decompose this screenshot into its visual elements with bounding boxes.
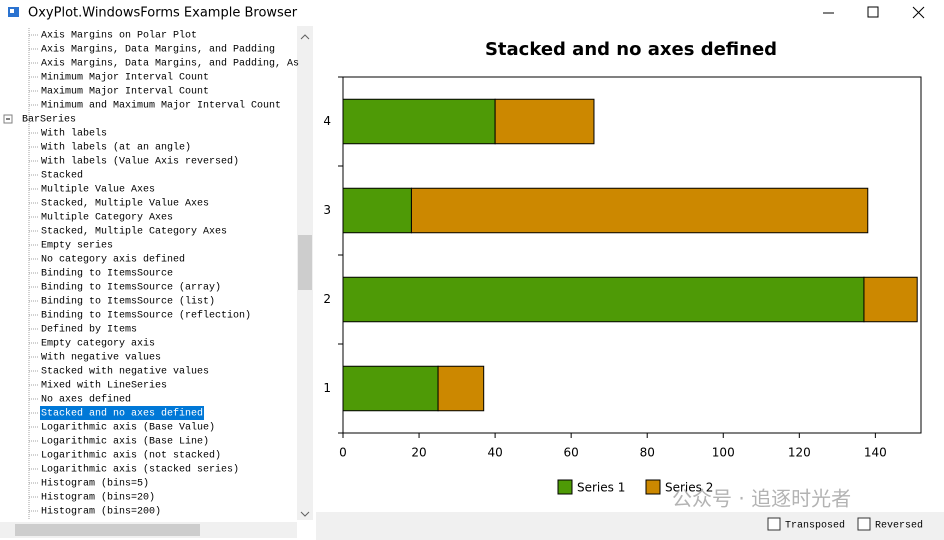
tree-item[interactable]: Defined by Items: [41, 324, 137, 336]
bar-segment: [342, 187, 412, 234]
tree-item[interactable]: Logarithmic axis (not stacked): [41, 450, 221, 462]
scroll-up[interactable]: [300, 34, 310, 40]
y-tick-label: 3: [323, 203, 331, 217]
tree-item[interactable]: Binding to ItemsSource (array): [41, 282, 221, 294]
tree-item[interactable]: Maximum Major Interval Count: [41, 86, 209, 98]
bar-segment: [863, 276, 918, 323]
tree-item[interactable]: With labels (Value Axis reversed): [41, 156, 239, 168]
checkbox[interactable]: [767, 517, 781, 531]
bar-segment: [437, 365, 485, 412]
tree-item[interactable]: Multiple Category Axes: [41, 212, 173, 224]
y-tick-label: 4: [323, 114, 331, 128]
tree-item[interactable]: With labels: [41, 128, 107, 140]
v-scroll-thumb[interactable]: [298, 235, 312, 290]
tree-item[interactable]: With labels (at an angle): [41, 142, 191, 154]
y-tick-label: 2: [323, 292, 331, 306]
x-tick-label: 20: [411, 446, 426, 460]
x-tick-label: 120: [788, 446, 811, 460]
tree-item[interactable]: Stacked, Multiple Value Axes: [41, 198, 209, 210]
bar-segment: [342, 98, 496, 145]
tree-item[interactable]: Empty series: [41, 240, 113, 252]
legend-swatch: [557, 479, 573, 495]
window-title: OxyPlot.WindowsForms Example Browser: [28, 6, 298, 21]
tree-item[interactable]: Axis Margins on Polar Plot: [41, 30, 197, 42]
bar-segment: [410, 187, 869, 234]
tree-item[interactable]: Binding to ItemsSource (list): [41, 296, 215, 308]
tree-item[interactable]: Stacked: [41, 170, 83, 182]
tree-item[interactable]: Logarithmic axis (Base Value): [41, 422, 215, 434]
tree-item[interactable]: Histogram (bins=5): [41, 478, 149, 490]
x-tick-label: 80: [640, 446, 655, 460]
app-icon-detail: [10, 9, 14, 13]
maximize-button[interactable]: [867, 6, 879, 18]
legend-label: Series 2: [665, 481, 713, 495]
tree-item[interactable]: No category axis defined: [41, 254, 185, 266]
plot-view: [316, 24, 944, 512]
selection-highlight: [40, 406, 204, 420]
tree-item[interactable]: Minimum Major Interval Count: [41, 72, 209, 84]
close-button[interactable]: [912, 6, 925, 19]
tree-item[interactable]: Multiple Value Axes: [41, 184, 155, 196]
tree-item[interactable]: BarSeries: [22, 114, 76, 126]
x-tick-label: 40: [487, 446, 502, 460]
tree-item[interactable]: Histogram (bins=20): [41, 492, 155, 504]
chart-title: Stacked and no axes defined: [485, 39, 777, 60]
checkbox[interactable]: [857, 517, 871, 531]
legend-label: Series 1: [577, 481, 625, 495]
bar-segment: [342, 365, 439, 412]
checkbox-label[interactable]: Reversed: [875, 520, 923, 532]
checkbox-label[interactable]: Transposed: [785, 520, 845, 532]
tree-item[interactable]: Empty category axis: [41, 338, 155, 350]
y-tick-label: 1: [323, 381, 331, 395]
x-tick-label: 100: [712, 446, 735, 460]
tree-item[interactable]: Binding to ItemsSource: [41, 268, 173, 280]
scroll-down[interactable]: [300, 511, 310, 517]
tree-item[interactable]: Logarithmic axis (stacked series): [41, 464, 239, 476]
tree-item[interactable]: Mixed with LineSeries: [41, 380, 167, 392]
tree-item[interactable]: Stacked and no axes defined: [41, 408, 203, 420]
tree-item[interactable]: Axis Margins, Data Margins, and Padding: [41, 44, 275, 56]
x-tick-label: 140: [864, 446, 887, 460]
tree-item[interactable]: No axes defined: [41, 394, 131, 406]
h-scroll-thumb[interactable]: [15, 524, 200, 536]
tree-item[interactable]: With negative values: [41, 352, 161, 364]
tree-item[interactable]: Axis Margins, Data Margins, and Padding,…: [41, 58, 299, 70]
x-tick-label: 0: [339, 446, 347, 460]
tree-item[interactable]: Stacked with negative values: [41, 366, 209, 378]
bar-segment: [494, 98, 595, 145]
watermark: 公众号 · 追逐时光者: [672, 487, 851, 511]
bar-segment: [342, 276, 865, 323]
tree-item[interactable]: Binding to ItemsSource (reflection): [41, 310, 251, 322]
tree-panel: [0, 24, 316, 540]
title-bar: [0, 0, 944, 24]
legend-swatch: [645, 479, 661, 495]
tree-item[interactable]: Histogram (bins=200): [41, 506, 161, 518]
tree-item[interactable]: Minimum and Maximum Major Interval Count: [41, 100, 281, 112]
x-tick-label: 60: [564, 446, 579, 460]
tree-item[interactable]: Logarithmic axis (Base Line): [41, 436, 209, 448]
tree-item[interactable]: Stacked, Multiple Category Axes: [41, 226, 227, 238]
